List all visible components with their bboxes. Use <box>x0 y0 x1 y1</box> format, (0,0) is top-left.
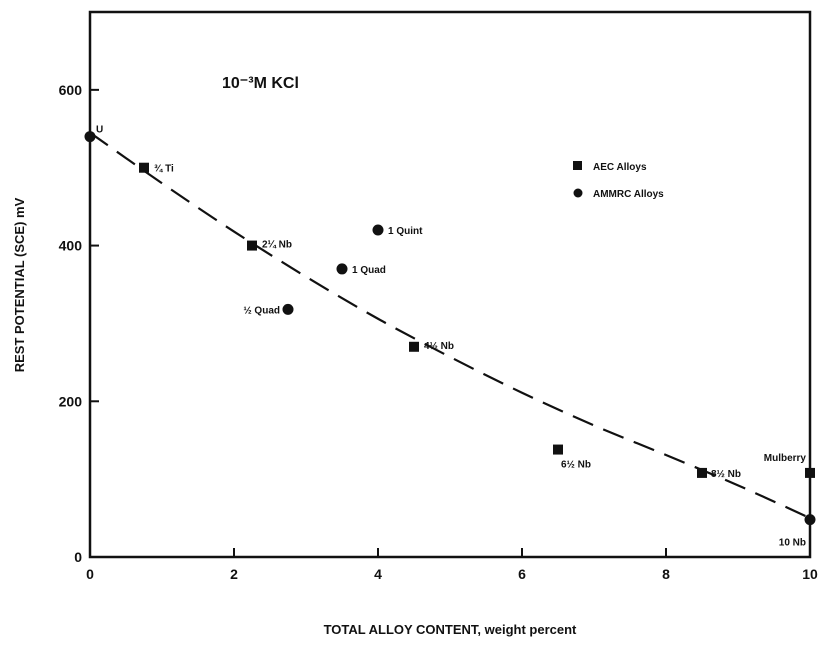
x-axis-title: TOTAL ALLOY CONTENT, weight percent <box>324 622 577 637</box>
ammrc-point-1-quint <box>372 224 384 236</box>
aec-point-8-nb <box>697 467 707 478</box>
y-tick-label: 0 <box>74 549 82 565</box>
y-tick-label: 600 <box>59 82 83 98</box>
data-points <box>84 131 816 526</box>
legend: AEC Alloys AMMRC Alloys <box>573 161 664 200</box>
point-label-8-nb: 8½ Nb <box>711 469 741 480</box>
y-axis-ticks: 0 200 400 600 <box>59 82 99 565</box>
legend-circle-marker <box>573 188 583 198</box>
legend-label-ammrc: AMMRC Alloys <box>593 189 664 200</box>
legend-square-marker <box>573 161 582 170</box>
x-tick-label: 4 <box>374 566 382 582</box>
y-tick-label: 400 <box>59 238 83 254</box>
x-tick-label: 2 <box>230 566 238 582</box>
y-axis-title: REST POTENTIAL (SCE) mV <box>12 197 27 372</box>
point-label--quad: ½ Quad <box>243 305 280 316</box>
aec-point-6-nb <box>553 444 563 455</box>
x-tick-label: 8 <box>662 566 670 582</box>
plot-frame <box>88 10 812 559</box>
point-label-1-quint: 1 Quint <box>388 226 423 237</box>
point-label-u: U <box>96 125 103 136</box>
point-label-mulberry: Mulberry <box>764 453 807 464</box>
x-tick-label: 0 <box>86 566 94 582</box>
point-label-1-quad: 1 Quad <box>352 265 386 276</box>
x-tick-label: 6 <box>518 566 526 582</box>
y-tick-label: 200 <box>59 393 83 409</box>
legend-label-aec: AEC Alloys <box>593 162 647 173</box>
aec-point-mulberry <box>805 467 815 478</box>
ammrc-point-u <box>84 131 96 143</box>
ammrc-point--quad <box>282 303 294 315</box>
ammrc-point-10-nb <box>804 514 816 526</box>
x-axis-ticks: 0 2 4 6 8 10 <box>86 548 818 582</box>
point-label-4-nb: 4½ Nb <box>424 341 454 352</box>
aec-point-2-nb <box>247 240 257 251</box>
point-label-6-nb: 6½ Nb <box>561 460 591 471</box>
data-point-labels: ¾ Ti 2¼ Nb 4½ Nb 6½ Nb 8½ Nb Mulberry U ½ Quad 1… <box>96 125 806 549</box>
ammrc-point-1-quad <box>336 263 348 275</box>
x-tick-label: 10 <box>802 566 818 582</box>
point-label--ti: ¾ Ti <box>154 164 174 175</box>
aec-point--ti <box>139 162 149 173</box>
point-label-10-nb: 10 Nb <box>779 538 806 549</box>
aec-point-4-nb <box>409 341 419 352</box>
point-label-2-nb: 2¼ Nb <box>262 240 292 251</box>
fit-curve <box>89 131 811 520</box>
condition-annotation: 10⁻³M KCl <box>222 75 299 92</box>
